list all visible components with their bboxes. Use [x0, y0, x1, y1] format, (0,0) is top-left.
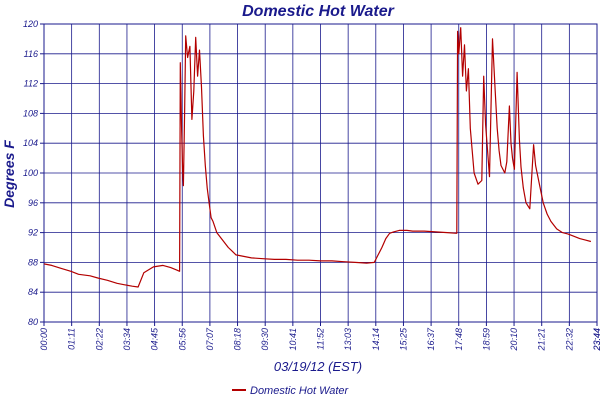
x-tick-label: 09:30 [260, 328, 270, 351]
x-tick-label: 18:59 [481, 328, 491, 351]
x-tick-label: 23:44 [592, 328, 600, 352]
x-tick-label: 08:18 [233, 328, 243, 351]
y-tick-label: 84 [28, 287, 38, 297]
x-tick-label: 20:10 [509, 328, 519, 352]
series-layer [43, 27, 592, 288]
x-tick-label: 22:32 [564, 328, 574, 352]
x-tick-label: 17:48 [454, 328, 464, 351]
x-tick-label: 01:11 [67, 328, 77, 350]
y-axis-title: Degrees F [1, 140, 17, 208]
y-tick-label: 104 [23, 138, 38, 148]
x-tick-label: 23:44 [592, 328, 600, 352]
series-line-domestic-hot-water [43, 27, 592, 288]
x-tick-label: 00:00 [39, 328, 49, 351]
y-tick-label: 80 [28, 317, 38, 327]
y-tick-label: 100 [23, 168, 38, 178]
grid-lines [40, 23, 598, 326]
x-tick-label: 16:37 [426, 327, 436, 351]
x-tick-label: 04:45 [150, 327, 160, 351]
x-tick-label: 11:52 [316, 328, 326, 350]
x-tick-label: 10:41 [288, 328, 298, 351]
x-tick-label: 15:25 [398, 327, 408, 351]
legend: Domestic Hot Water [232, 385, 350, 397]
y-tick-label: 96 [28, 198, 38, 208]
x-tick-label: 21:21 [537, 328, 547, 352]
x-tick-label: 02:22 [94, 328, 104, 351]
chart-title: Domestic Hot Water [242, 3, 395, 20]
y-tick-label: 112 [24, 79, 38, 89]
x-tick-label: 07:07 [205, 327, 215, 351]
x-axis-title: 03/19/12 (EST) [274, 359, 362, 374]
y-tick-label: 120 [23, 19, 38, 29]
y-tick-label: 108 [23, 108, 38, 118]
x-tick-label: 05:56 [177, 328, 187, 351]
y-tick-label: 116 [24, 49, 38, 59]
x-tick-label: 13:03 [343, 328, 353, 351]
x-tick-label: 03:34 [122, 328, 132, 351]
x-axis-tick-labels: 00:00 01:11 02:22 03:34 04:45 05:56 07:07 08:18… [39, 327, 600, 352]
y-tick-label: 92 [28, 228, 38, 238]
legend-label: Domestic Hot Water [250, 385, 350, 397]
y-axis-tick-labels: 80 84 88 92 96 100 104 108 112 116 120 [23, 19, 38, 327]
y-tick-label: 88 [28, 257, 38, 267]
x-tick-label: 14:14 [371, 328, 381, 351]
